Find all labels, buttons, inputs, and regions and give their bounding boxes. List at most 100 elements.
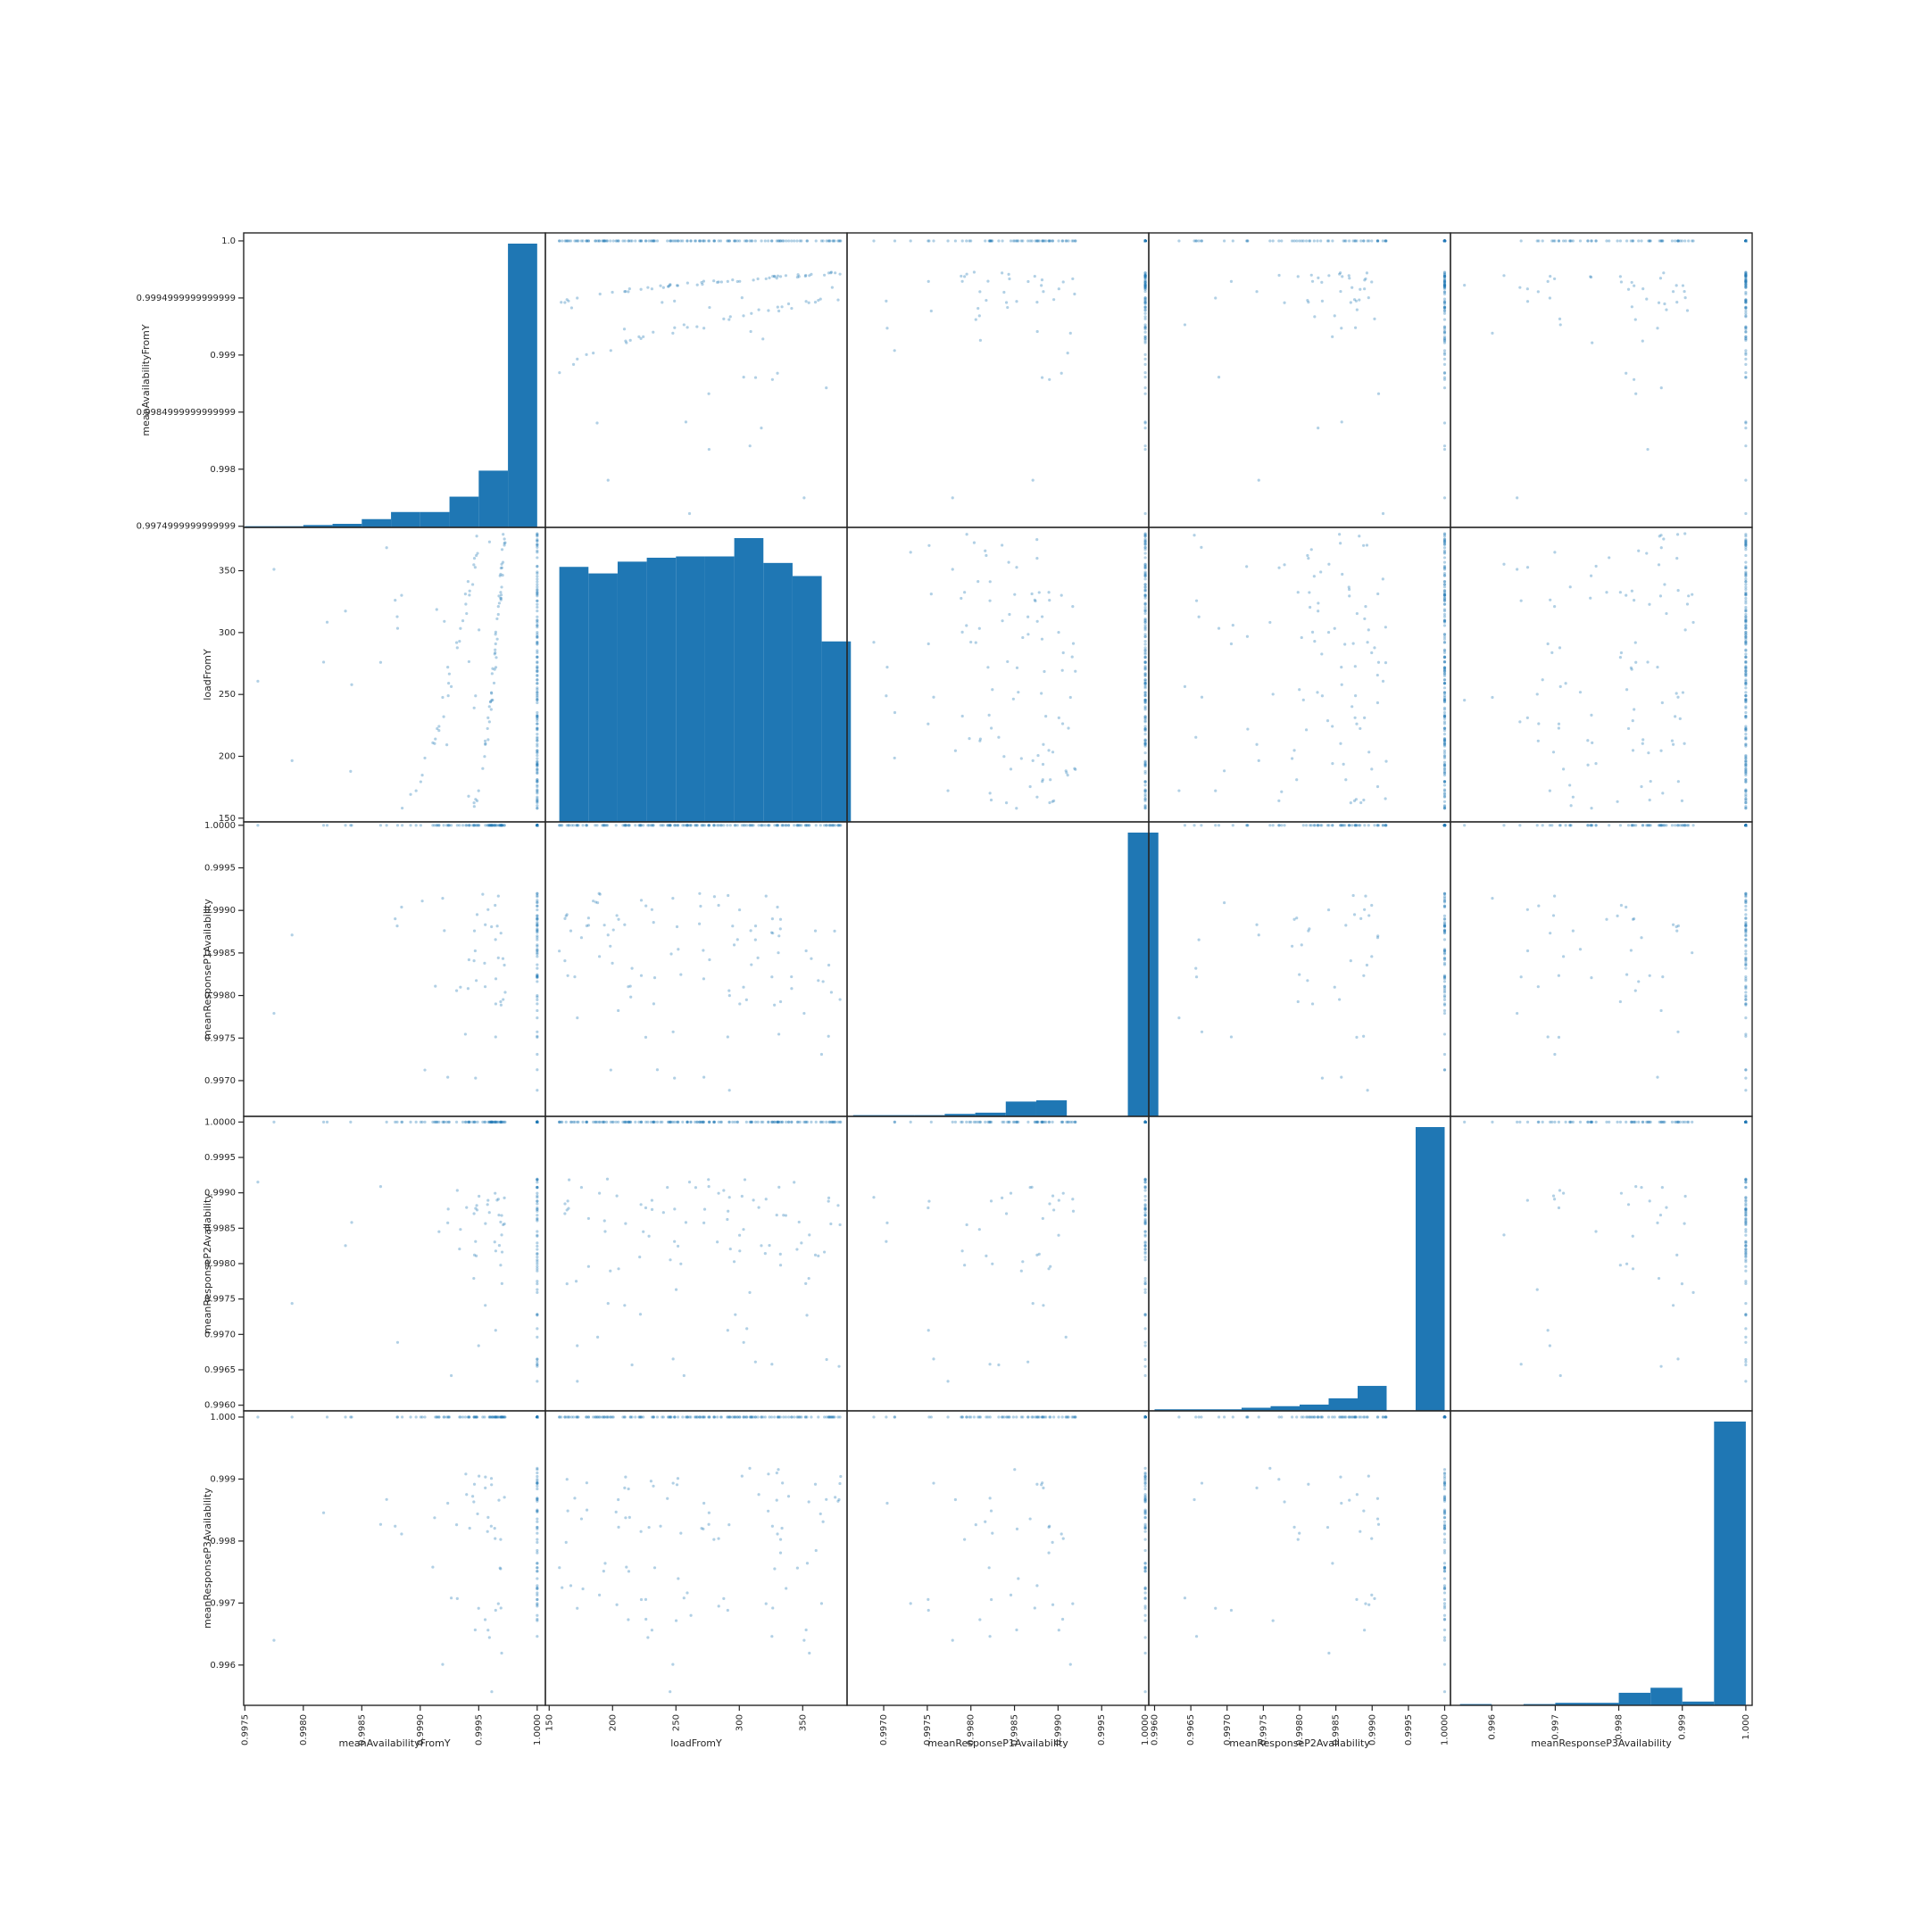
scatter-point xyxy=(1035,538,1039,542)
scatter-point xyxy=(1245,565,1249,568)
scatter-point xyxy=(536,634,539,638)
scatter-point xyxy=(536,904,539,908)
scatter-point xyxy=(1143,239,1147,243)
scatter-point xyxy=(1143,239,1147,243)
scatter-point xyxy=(466,987,470,991)
scatter-point xyxy=(1283,824,1286,827)
scatter-point xyxy=(1301,239,1305,243)
scatter-point xyxy=(1683,532,1687,535)
scatter-point xyxy=(1035,239,1039,243)
scatter-point xyxy=(603,1562,607,1565)
scatter-point xyxy=(737,239,742,243)
scatter-point xyxy=(500,824,503,827)
scatter-point xyxy=(1442,239,1447,243)
scatter-point xyxy=(1310,630,1315,634)
scatter-point xyxy=(790,1120,794,1124)
scatter-point xyxy=(467,659,471,664)
scatter-point xyxy=(606,933,610,937)
scatter-point xyxy=(748,444,752,448)
cell-frame xyxy=(1148,527,1451,823)
scatter-point xyxy=(1364,277,1367,281)
scatter-point xyxy=(1283,563,1286,567)
scatter-point xyxy=(836,239,840,243)
scatter-point xyxy=(484,1486,487,1489)
scatter-point xyxy=(1551,1194,1556,1198)
scatter-point xyxy=(638,824,643,827)
scatter-point xyxy=(1442,239,1447,243)
scatter-point xyxy=(1442,807,1447,810)
scatter-point xyxy=(1143,1178,1147,1182)
scatter-point xyxy=(827,271,831,275)
scatter-point xyxy=(1049,239,1052,243)
scatter-point xyxy=(987,239,991,243)
scatter-point xyxy=(459,985,462,989)
scatter-point xyxy=(1384,660,1388,665)
scatter-point xyxy=(617,1525,620,1529)
scatter-point xyxy=(536,714,539,718)
scatter-point xyxy=(1277,273,1281,278)
scatter-point xyxy=(536,824,539,827)
scatter-point xyxy=(767,1509,770,1513)
scatter-point xyxy=(499,1606,503,1610)
scatter-point xyxy=(659,824,662,827)
scatter-point xyxy=(1143,1233,1147,1237)
scatter-point xyxy=(1619,280,1624,284)
scatter-point xyxy=(443,1415,446,1419)
scatter-point xyxy=(1744,641,1748,644)
scatter-point xyxy=(536,1194,539,1198)
scatter-point xyxy=(1442,543,1447,546)
scatter-point xyxy=(486,908,490,911)
scatter-point xyxy=(622,1120,627,1124)
scatter-point xyxy=(1384,239,1388,243)
scatter-point xyxy=(1442,239,1447,243)
scatter-point xyxy=(1143,283,1147,286)
scatter-point xyxy=(872,641,876,644)
scatter-point xyxy=(609,349,612,352)
scatter-point xyxy=(687,1181,692,1184)
scatter-point xyxy=(536,735,539,739)
scatter-point xyxy=(487,824,491,827)
scatter-point xyxy=(1676,239,1680,243)
scatter-point xyxy=(536,824,539,827)
scatter-point xyxy=(1143,804,1147,808)
scatter-point xyxy=(468,1526,471,1530)
scatter-point xyxy=(1347,824,1350,827)
scatter-point xyxy=(1744,352,1748,356)
scatter-point xyxy=(686,824,689,827)
scatter-point xyxy=(499,1003,503,1007)
scatter-point xyxy=(536,824,539,827)
scatter-point xyxy=(1744,1206,1748,1210)
scatter-point xyxy=(473,1628,477,1632)
scatter-point xyxy=(777,934,781,938)
scatter-point xyxy=(988,239,992,243)
scatter-point xyxy=(1744,239,1748,243)
scatter-point xyxy=(1744,824,1748,827)
scatter-point xyxy=(468,824,471,827)
scatter-point xyxy=(1551,750,1556,754)
scatter-point xyxy=(595,824,599,827)
scatter-point xyxy=(597,891,601,895)
scatter-point xyxy=(1013,593,1017,596)
scatter-point xyxy=(1143,792,1147,796)
scatter-point xyxy=(1245,634,1250,638)
scatter-point xyxy=(695,824,699,827)
scatter-point xyxy=(1143,239,1147,243)
scatter-point xyxy=(1586,763,1590,767)
scatter-point xyxy=(1744,806,1748,810)
scatter-point xyxy=(972,541,976,544)
scatter-point xyxy=(1744,619,1748,623)
scatter-point xyxy=(1683,289,1686,294)
scatter-point xyxy=(1744,376,1748,379)
scatter-point xyxy=(1026,615,1030,618)
scatter-point xyxy=(1442,239,1447,243)
cell-frame xyxy=(1148,1115,1451,1412)
scatter-point xyxy=(712,824,716,827)
scatter-point xyxy=(1442,618,1447,622)
scatter-point xyxy=(321,660,326,664)
scatter-point xyxy=(1370,767,1374,771)
scatter-point xyxy=(712,279,716,283)
scatter-point xyxy=(1744,239,1748,243)
scatter-point xyxy=(1744,998,1748,1001)
scatter-point xyxy=(1442,824,1447,827)
scatter-point xyxy=(784,824,788,827)
